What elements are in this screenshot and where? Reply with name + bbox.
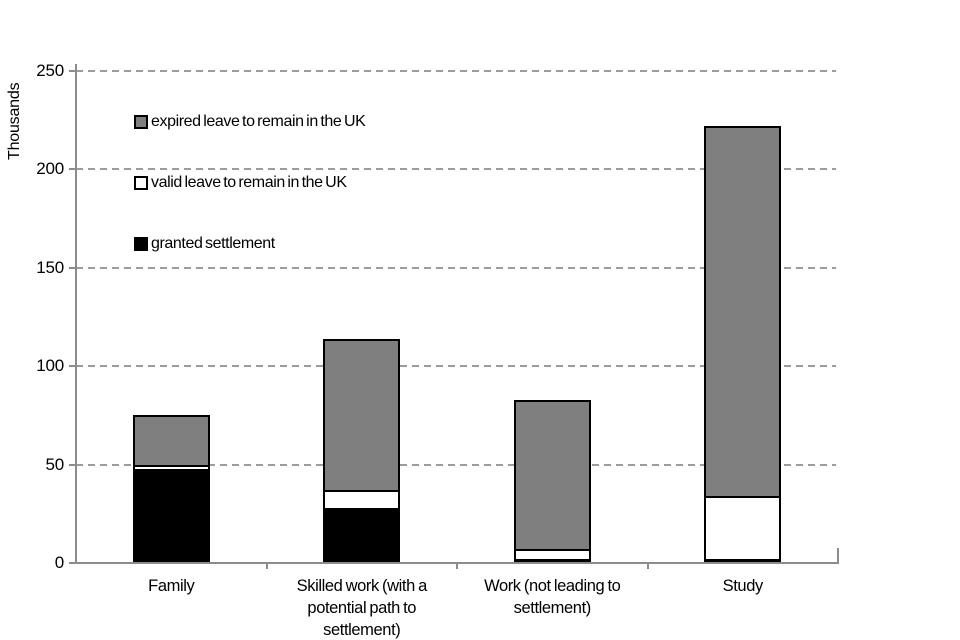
y-tick-100 (69, 365, 76, 368)
legend-label: granted settlement (151, 235, 275, 252)
bar-2-segment-valid (323, 490, 401, 510)
category-tick-3 (646, 563, 649, 569)
bar-1-segment-granted (132, 468, 210, 563)
gridline-50 (76, 463, 836, 466)
bar-4-segment-expired (704, 126, 782, 499)
y-tick-label-150: 150 (36, 257, 64, 277)
legend-item: granted settlement (134, 235, 365, 253)
bar-2-segment-granted (323, 507, 401, 563)
x-axis-end-tick (837, 548, 839, 563)
category-label: Skilled work (with a potential path to s… (296, 577, 428, 639)
legend-label: valid leave to remain in the UK (151, 174, 347, 191)
category-label: Study (722, 577, 764, 595)
y-tick-0 (69, 562, 76, 564)
category-tick-2 (456, 563, 458, 569)
gridline-100 (76, 365, 836, 368)
y-tick-200 (69, 168, 76, 171)
gridline-250 (76, 70, 836, 72)
bar-4-segment-valid (704, 496, 782, 562)
y-tick-label-100: 100 (36, 356, 64, 376)
y-tick-50 (69, 463, 76, 466)
y-tick-label-250: 250 (36, 61, 64, 80)
y-tick-150 (69, 266, 76, 269)
category-tick-1 (265, 563, 268, 569)
gridline-200 (76, 168, 836, 171)
legend-swatch-icon (134, 237, 148, 251)
category-label: Family (148, 577, 195, 595)
legend-swatch-icon (134, 176, 148, 190)
legend: expired leave to remain in the UK valid l… (134, 113, 366, 296)
bar-2-segment-expired (323, 338, 401, 493)
legend-item: valid leave to remain in the UK (134, 174, 365, 192)
y-tick-250 (69, 70, 76, 72)
legend-label: expired leave to remain in the UK (151, 113, 366, 130)
y-tick-label-200: 200 (36, 159, 64, 179)
legend-item: expired leave to remain in the UK (134, 113, 366, 131)
gridline-150 (76, 266, 836, 269)
category-label: Work (not leading to settlement) (484, 577, 621, 617)
legend-swatch-icon (134, 115, 148, 129)
y-tick-label-0: 0 (54, 553, 64, 572)
y-axis-line (75, 64, 77, 563)
bar-1-segment-expired (132, 415, 210, 467)
y-tick-label-50: 50 (45, 454, 64, 474)
bar-3-segment-expired (513, 399, 591, 552)
